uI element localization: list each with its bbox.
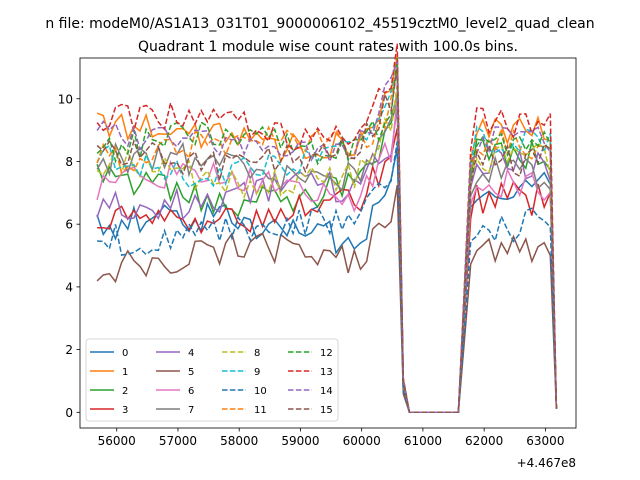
legend-label-4: 4 (188, 348, 194, 359)
y-tick-label: 2 (65, 343, 73, 357)
series-line-11 (96, 71, 558, 414)
x-offset-label: +4.467e8 (517, 456, 576, 470)
x-tick-label: 57000 (159, 434, 197, 448)
series-line-9 (96, 70, 558, 414)
legend-label-2: 2 (122, 386, 128, 397)
legend-label-11: 11 (254, 405, 267, 416)
axes-frame (79, 57, 577, 429)
series-line-1 (96, 56, 558, 414)
legend-label-6: 6 (188, 386, 194, 397)
legend-label-5: 5 (188, 367, 194, 378)
legend-label-15: 15 (320, 405, 333, 416)
series-line-5 (96, 185, 558, 414)
y-tick-label: 10 (58, 92, 73, 106)
series-line-10 (97, 141, 558, 414)
chart-suptitle: n file: modeM0/AS1A13_031T01_9000006102_… (45, 16, 594, 32)
y-tick-label: 0 (65, 406, 73, 420)
x-tick-label: 56000 (98, 434, 136, 448)
legend-label-7: 7 (188, 405, 194, 416)
series-line-3 (97, 128, 558, 414)
x-tick-label: 58000 (220, 434, 258, 448)
y-tick-label: 6 (65, 218, 73, 232)
x-tick-label: 60000 (343, 434, 381, 448)
chart-title: Quadrant 1 module wise count rates with … (138, 39, 518, 55)
legend-label-0: 0 (122, 348, 128, 359)
legend-label-3: 3 (122, 405, 128, 416)
y-tick-label: 8 (65, 155, 73, 169)
legend-label-8: 8 (254, 348, 260, 359)
ticks-layer: 56000 57000 58000 59000 60000 61000 62000 63000… (58, 92, 565, 448)
x-tick-label: 61000 (404, 434, 442, 448)
plot-area (79, 57, 577, 429)
series-line-8 (96, 84, 558, 414)
series-line-15 (96, 67, 558, 414)
series-line-4 (96, 106, 558, 414)
series-line-13 (96, 43, 558, 414)
x-tick-label: 62000 (465, 434, 503, 448)
legend-label-13: 13 (320, 367, 333, 378)
legend-label-12: 12 (320, 348, 333, 359)
series-layer (96, 43, 558, 414)
legend-label-9: 9 (254, 367, 260, 378)
legend-box (85, 338, 339, 422)
legend-label-14: 14 (320, 386, 333, 397)
series-line-14 (96, 61, 558, 414)
series-line-2 (96, 101, 558, 414)
y-tick-label: 4 (65, 280, 73, 294)
x-tick-label: 63000 (526, 434, 564, 448)
legend-label-10: 10 (254, 386, 267, 397)
x-tick-label: 59000 (281, 434, 319, 448)
series-line-12 (96, 58, 558, 414)
legend-label-1: 1 (122, 367, 128, 378)
